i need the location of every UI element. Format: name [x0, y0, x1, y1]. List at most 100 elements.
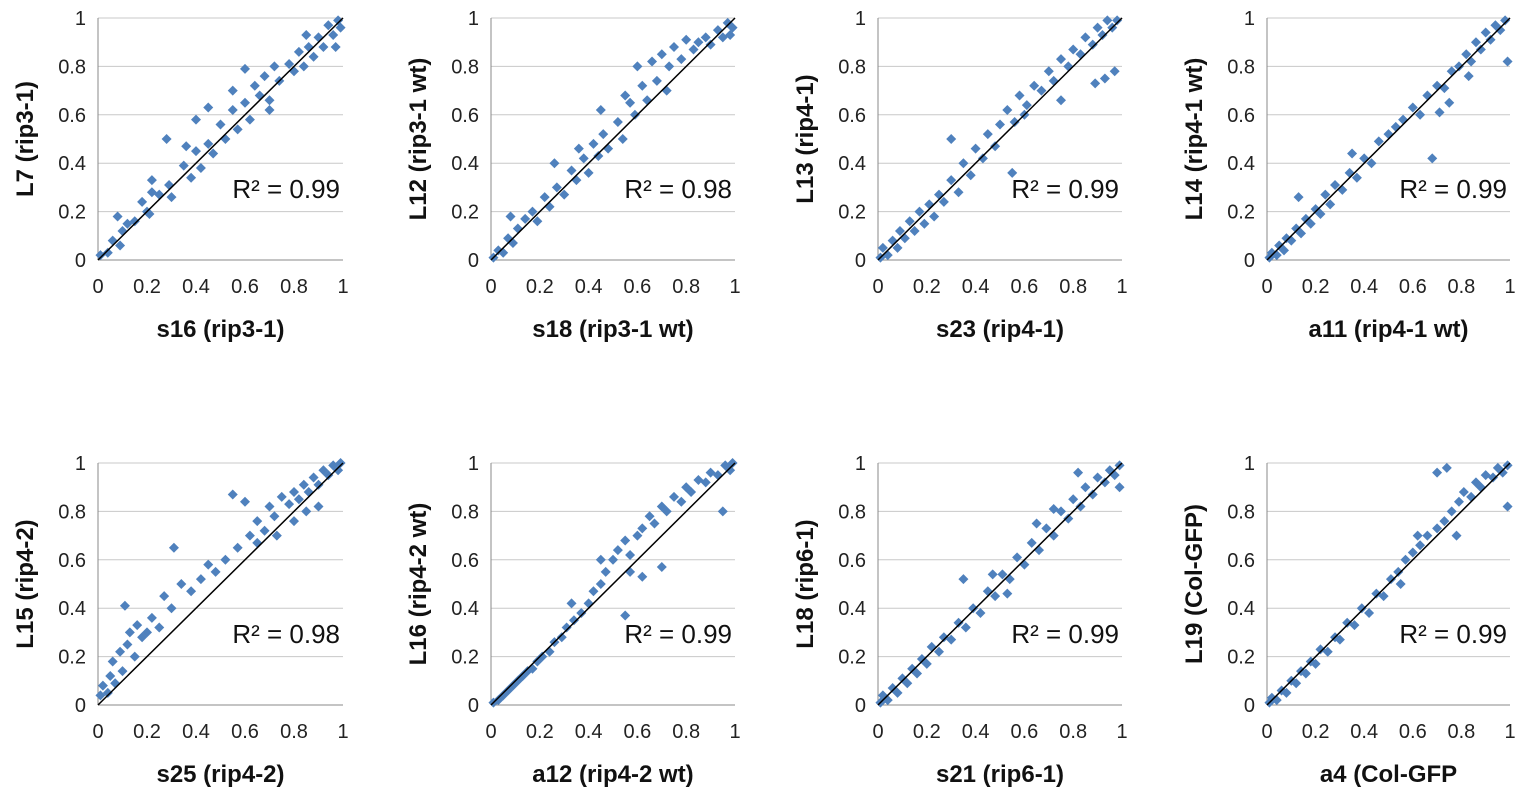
- y-tick-label: 0.6: [1227, 550, 1255, 572]
- data-point: [1056, 54, 1066, 65]
- data-point: [1048, 530, 1059, 541]
- data-point: [323, 20, 334, 31]
- data-point: [289, 66, 299, 77]
- data-point: [335, 458, 346, 468]
- data-point: [1014, 90, 1025, 101]
- data-point: [284, 499, 295, 510]
- data-point: [220, 554, 231, 565]
- chart-panel-4: 0 0.2 0.4 0.6 0.8 1 0 0.2 0.4 0.6 0.8 1 R² = 0.99 a11…: [1181, 8, 1516, 343]
- data-point: [1310, 658, 1321, 669]
- data-point: [298, 479, 309, 490]
- data-point: [1432, 467, 1443, 478]
- data-point: [1347, 148, 1358, 159]
- data-point: [1068, 494, 1079, 505]
- data-point: [244, 114, 255, 125]
- data-point: [649, 518, 660, 529]
- data-point: [997, 569, 1008, 580]
- data-point: [1364, 608, 1375, 619]
- data-point: [178, 160, 189, 171]
- data-point: [520, 213, 531, 224]
- x-axis-title: s23 (rip4-1): [936, 316, 1064, 343]
- y-axis-title: L19 (Col-GFP): [1181, 504, 1208, 664]
- data-point: [909, 225, 920, 236]
- y-tick-label: 0.4: [58, 598, 86, 620]
- data-point: [946, 134, 957, 144]
- x-tick-label: 0.4: [1350, 721, 1378, 743]
- y-tick-label: 0.4: [1227, 598, 1255, 620]
- data-point: [232, 542, 243, 553]
- x-tick-label: 0.8: [1059, 276, 1087, 298]
- data-point: [661, 506, 672, 517]
- y-tick-label: 0.2: [1227, 202, 1255, 224]
- x-tick-label: 0: [92, 721, 103, 743]
- data-point: [559, 189, 570, 200]
- data-point: [301, 29, 312, 40]
- data-point: [1378, 591, 1389, 602]
- data-point: [1112, 15, 1123, 26]
- x-tick-label: 0.2: [1302, 276, 1330, 298]
- data-point: [644, 511, 655, 522]
- data-point: [926, 641, 937, 652]
- data-point: [115, 646, 126, 657]
- x-tick-label: 0.8: [672, 276, 700, 298]
- y-tick-label: 0.6: [58, 550, 86, 572]
- data-point: [1322, 646, 1333, 657]
- x-tick-label: 0.2: [526, 276, 554, 298]
- x-tick-label: 0.4: [1350, 276, 1378, 298]
- data-point: [512, 223, 523, 234]
- data-point: [1349, 620, 1360, 631]
- data-point: [1480, 27, 1491, 38]
- data-point: [965, 170, 976, 181]
- data-point: [642, 95, 653, 106]
- data-point: [142, 627, 152, 638]
- data-point: [97, 680, 108, 691]
- data-point: [1099, 73, 1110, 84]
- data-point: [958, 158, 969, 169]
- x-axis-title: s18 (rip3-1 wt): [532, 316, 693, 343]
- data-point: [527, 206, 538, 217]
- data-point: [124, 627, 135, 638]
- data-point: [946, 634, 957, 645]
- x-tick-label: 0.6: [1010, 721, 1038, 743]
- x-tick-label: 0.2: [133, 721, 161, 743]
- x-tick-label: 0.8: [1447, 276, 1475, 298]
- data-point: [129, 651, 140, 662]
- y-tick-label: 0.6: [838, 550, 866, 572]
- data-point: [203, 138, 214, 149]
- data-point: [598, 129, 609, 140]
- data-point: [284, 58, 295, 69]
- data-point: [308, 472, 319, 483]
- data-point: [576, 608, 587, 619]
- data-point: [620, 90, 631, 101]
- data-point: [119, 600, 130, 611]
- data-point: [1090, 78, 1101, 89]
- x-axis-title: a12 (rip4-2 wt): [532, 761, 693, 788]
- data-point: [946, 175, 957, 186]
- data-point: [990, 141, 1001, 152]
- trendline: [490, 462, 736, 706]
- x-tick-label: 1: [729, 276, 740, 298]
- y-tick-label: 0.2: [1227, 647, 1255, 669]
- x-tick-label: 0.8: [672, 721, 700, 743]
- data-point: [1036, 85, 1047, 96]
- y-tick-label: 0.6: [58, 105, 86, 127]
- data-point: [1092, 22, 1103, 33]
- data-point: [1041, 523, 1052, 534]
- x-tick-label: 0.6: [623, 276, 651, 298]
- chart-panel-5: 0 0.2 0.4 0.6 0.8 1 0 0.2 0.4 0.6 0.8 1 R² = 0.98 s25…: [12, 453, 349, 788]
- data-point: [924, 199, 935, 210]
- y-tick-label: 0.6: [838, 105, 866, 127]
- data-point: [1461, 49, 1472, 60]
- data-point: [717, 506, 728, 517]
- data-point: [960, 622, 971, 633]
- data-point: [318, 42, 329, 53]
- data-point: [651, 75, 662, 86]
- chart-panel-7: 0 0.2 0.4 0.6 0.8 1 0 0.2 0.4 0.6 0.8 1 R² = 0.99 s21…: [792, 453, 1128, 788]
- x-tick-label: 1: [1504, 276, 1515, 298]
- data-point: [1334, 634, 1345, 645]
- data-point: [220, 134, 231, 144]
- data-point: [249, 80, 260, 91]
- data-point: [1470, 37, 1481, 48]
- r-squared-label: R² = 0.99: [1399, 174, 1507, 204]
- y-tick-label: 0.4: [451, 598, 479, 620]
